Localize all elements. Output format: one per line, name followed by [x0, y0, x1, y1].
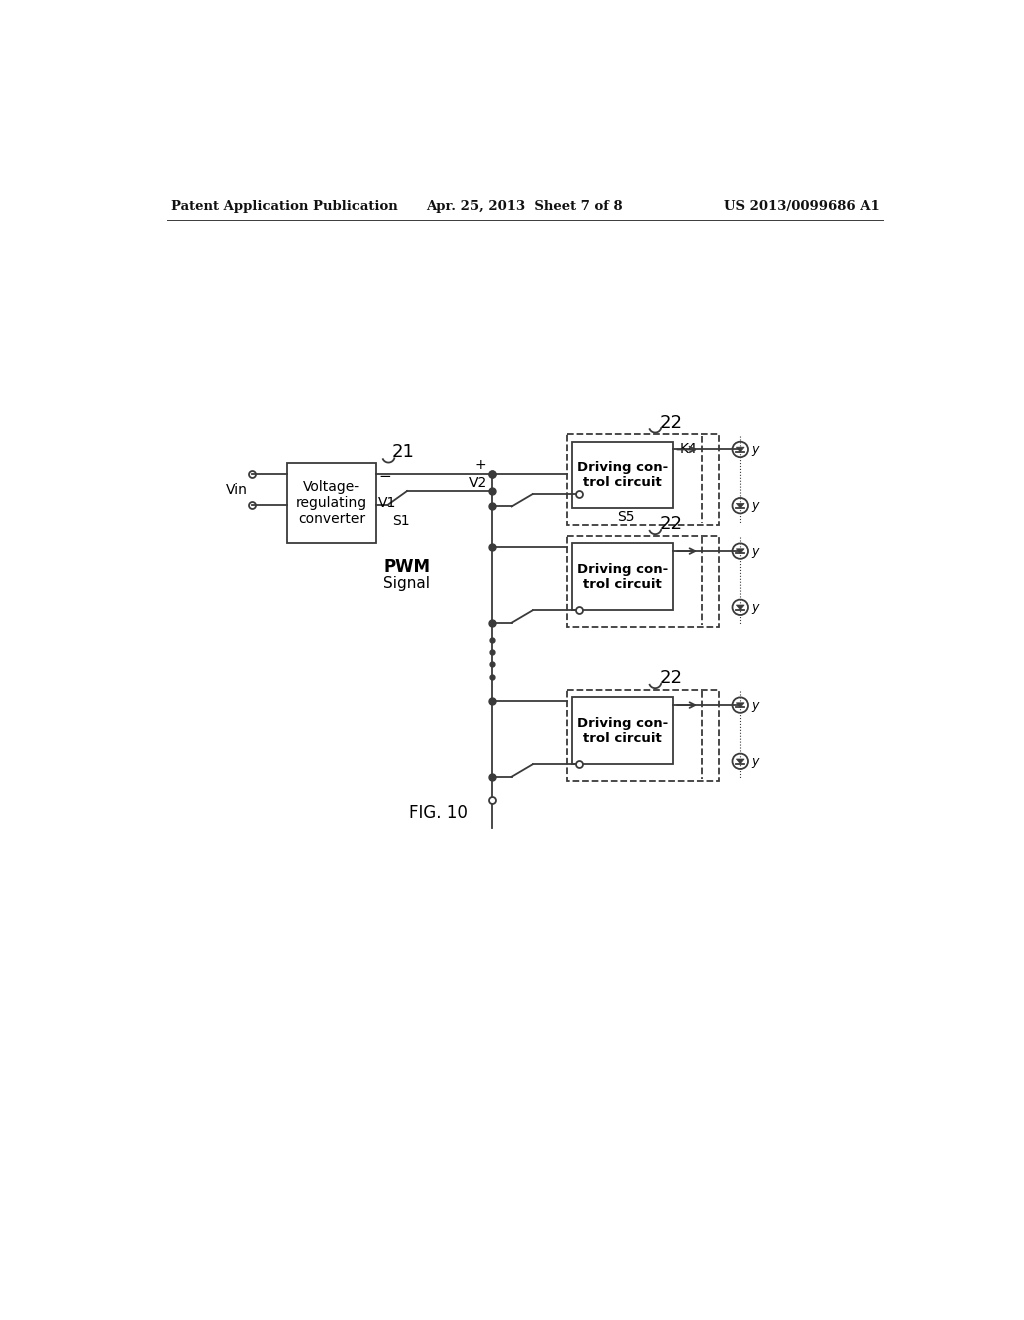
- Polygon shape: [736, 447, 744, 451]
- Text: y: y: [751, 755, 759, 768]
- Text: V2: V2: [469, 477, 487, 490]
- Text: V1: V1: [378, 495, 396, 510]
- Bar: [567, 536, 719, 627]
- Text: S5: S5: [617, 511, 635, 524]
- Text: Signal: Signal: [384, 576, 430, 591]
- Text: Vin: Vin: [226, 483, 248, 496]
- Text: K4: K4: [680, 442, 697, 457]
- Bar: [287, 462, 376, 544]
- Text: +: +: [475, 458, 486, 471]
- Bar: [567, 689, 719, 780]
- Text: Driving con-
trol circuit: Driving con- trol circuit: [577, 461, 668, 488]
- Text: 22: 22: [659, 413, 683, 432]
- Text: Apr. 25, 2013  Sheet 7 of 8: Apr. 25, 2013 Sheet 7 of 8: [426, 201, 624, 214]
- Bar: [572, 442, 673, 508]
- Text: 22: 22: [659, 515, 683, 533]
- Text: y: y: [751, 499, 759, 512]
- Text: y: y: [751, 698, 759, 711]
- Text: −: −: [378, 469, 391, 484]
- Bar: [567, 434, 719, 525]
- Text: FIG. 10: FIG. 10: [409, 804, 467, 822]
- Polygon shape: [736, 549, 744, 553]
- Polygon shape: [736, 759, 744, 763]
- Polygon shape: [736, 503, 744, 508]
- Polygon shape: [736, 702, 744, 708]
- Text: y: y: [751, 545, 759, 557]
- Text: Voltage-
regulating
converter: Voltage- regulating converter: [296, 479, 367, 527]
- Bar: [572, 544, 673, 610]
- Text: 21: 21: [391, 442, 415, 461]
- Bar: [572, 697, 673, 763]
- Text: Patent Application Publication: Patent Application Publication: [171, 201, 397, 214]
- Text: y: y: [751, 444, 759, 455]
- Text: Driving con-
trol circuit: Driving con- trol circuit: [577, 562, 668, 590]
- Text: US 2013/0099686 A1: US 2013/0099686 A1: [724, 201, 880, 214]
- Text: 22: 22: [659, 669, 683, 688]
- Text: y: y: [751, 601, 759, 614]
- Text: Driving con-
trol circuit: Driving con- trol circuit: [577, 717, 668, 744]
- Text: S1: S1: [392, 515, 410, 528]
- Text: PWM: PWM: [384, 557, 430, 576]
- Polygon shape: [736, 605, 744, 610]
